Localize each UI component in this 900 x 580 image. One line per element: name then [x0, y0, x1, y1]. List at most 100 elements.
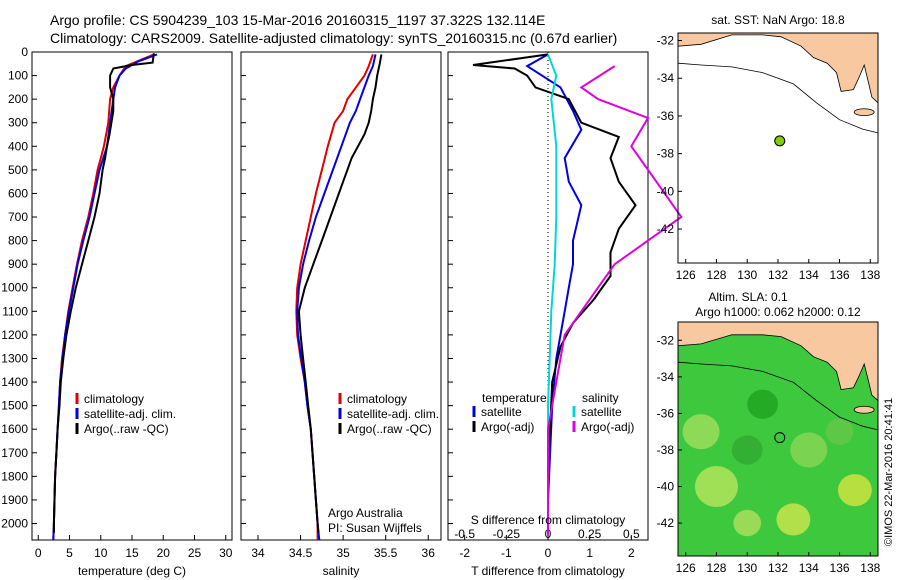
y-tick-label: -42	[657, 516, 675, 530]
y-tick-label: 400	[8, 139, 28, 153]
x-tick-label: 0	[545, 546, 552, 560]
x-tick-label: 128	[706, 561, 726, 575]
y-tick-label: -32	[657, 34, 675, 48]
x-tick-label: 15	[125, 546, 139, 560]
sla-anomaly	[838, 474, 872, 507]
legend-label-argo: Argo(..raw -QC)	[347, 422, 432, 436]
y-tick-label: 1100	[2, 304, 28, 318]
sla-anomaly	[682, 414, 720, 450]
series-salinity-argo-adj-	[547, 65, 683, 536]
sla-anomaly	[733, 509, 762, 537]
sla-anomaly	[747, 389, 778, 419]
x2-tick-label: -0.5	[454, 527, 475, 541]
legend-label-t-satellite: satellite	[481, 405, 522, 419]
x-tick-label: 134	[799, 268, 819, 282]
y-tick-label: 500	[8, 163, 28, 177]
legend-label-climatology: climatology	[84, 392, 144, 406]
series-temperature-argo-adj-	[472, 53, 637, 536]
x-tick-label: 25	[188, 546, 202, 560]
x-tick-label: 1	[586, 546, 593, 560]
series-climatology	[52, 53, 155, 541]
y-tick-label: 700	[8, 210, 28, 224]
x-tick-label: 126	[676, 268, 696, 282]
x-tick-label: 36	[422, 546, 436, 560]
series-temperature-satellite	[525, 53, 583, 536]
y-tick-label: -34	[657, 71, 675, 85]
kangaroo-island	[853, 108, 875, 117]
legend-label-s-argo: Argo(-adj)	[581, 420, 634, 434]
x-tick-label: 138	[860, 268, 880, 282]
series-climatology	[295, 54, 374, 540]
x-tick-label: 20	[157, 546, 171, 560]
y-tick-label: 200	[8, 92, 28, 106]
x-tick-label: 136	[830, 561, 850, 575]
argo-australia-label: Argo Australia	[328, 506, 403, 520]
figure-title-line1: Argo profile: CS 5904239_103 15-Mar-2016…	[50, 12, 546, 28]
argo-float-marker	[774, 135, 786, 147]
legend-title-salinity: salinity	[582, 391, 619, 405]
temperature-axis-label: temperature (deg C)	[78, 564, 186, 578]
legend-label-argo: Argo(..raw -QC)	[84, 422, 169, 436]
y-tick-label: 2000	[1, 516, 28, 530]
y-tick-label: 1900	[1, 493, 28, 507]
y-tick-label: 800	[8, 234, 28, 248]
x2-tick-label: 0.5	[623, 527, 640, 541]
x-tick-label: 132	[768, 561, 788, 575]
x2-tick-label: 0.25	[578, 527, 602, 541]
difference-plot: -2 -1 0 1 2-0.5 -0.25 0 0.25 0.5	[448, 51, 683, 560]
legend-label-t-argo: Argo(-adj)	[481, 420, 534, 434]
x-tick-label: 130	[737, 561, 757, 575]
series-argo-raw-qc-	[297, 54, 383, 533]
y-tick-label: 100	[8, 69, 28, 83]
y-tick-label: 1200	[1, 328, 28, 342]
depth-contour	[677, 62, 879, 134]
x-tick-label: 35	[336, 546, 350, 560]
y-tick-label: -40	[657, 480, 675, 494]
y-tick-label: 1700	[1, 446, 28, 460]
y-tick-label: -38	[657, 147, 675, 161]
x-tick-label: 0	[35, 546, 42, 560]
sla-anomaly	[776, 503, 811, 536]
figure-title-line2: Climatology: CARS2009. Satellite-adjuste…	[50, 30, 618, 46]
temperature-panel-frame	[31, 51, 233, 541]
x-tick-label: 136	[830, 268, 850, 282]
y-tick-label: -38	[657, 443, 675, 457]
y-tick-label: 1600	[1, 422, 28, 436]
y-tick-label: 1800	[1, 469, 28, 483]
y-tick-label: -42	[657, 222, 675, 236]
x-tick-label: 126	[676, 561, 696, 575]
kangaroo-island	[853, 405, 875, 414]
sst-map: 126 128 130 132 134 136 138 -32 -34 -36 -38 -40 -42	[657, 32, 881, 282]
sla-map: 126 128 130 132 134 136 138 -32 -34 -36 -38 -40 -42	[657, 321, 881, 575]
legend-label-climatology: climatology	[347, 392, 407, 406]
x-tick-label: 30	[219, 546, 233, 560]
difference-legend: temperature salinity satellite Argo(-adj…	[472, 391, 634, 434]
salinity-plot: 34 34.5 35 35.5 36	[241, 51, 436, 560]
y-tick-label: -34	[657, 370, 675, 384]
salinity-axis-label: salinity	[323, 564, 360, 578]
sla-anomaly	[790, 432, 828, 468]
x-tick-label: 10	[94, 546, 108, 560]
sst-map-title: sat. SST: NaN Argo: 18.8	[711, 13, 845, 27]
australia-land	[677, 32, 879, 104]
argo-float-marker	[774, 432, 786, 444]
legend-label-s-satellite: satellite	[581, 405, 622, 419]
legend-label-satellite: satellite-adj. clim.	[347, 407, 439, 421]
y-tick-label: 900	[8, 257, 28, 271]
y-tick-label: 1000	[1, 281, 28, 295]
pi-label: PI: Susan Wijffels	[328, 521, 422, 535]
y-tick-label: -32	[657, 333, 675, 347]
salinity-legend: climatology satellite-adj. clim. Argo(..…	[338, 392, 439, 436]
series-satellite-adj-clim-	[52, 53, 158, 541]
x-tick-label: 138	[860, 561, 880, 575]
y-tick-label: -36	[657, 406, 675, 420]
temperature-legend: climatology satellite-adj. clim. Argo(..…	[75, 392, 176, 436]
y-tick-label: 1500	[1, 399, 28, 413]
x-tick-label: 132	[768, 268, 788, 282]
x-tick-label: 34.5	[289, 546, 313, 560]
x-tick-label: 128	[706, 268, 726, 282]
x-tick-label: 35.5	[374, 546, 398, 560]
x-tick-label: 5	[66, 546, 73, 560]
y-tick-label: -36	[657, 109, 675, 123]
